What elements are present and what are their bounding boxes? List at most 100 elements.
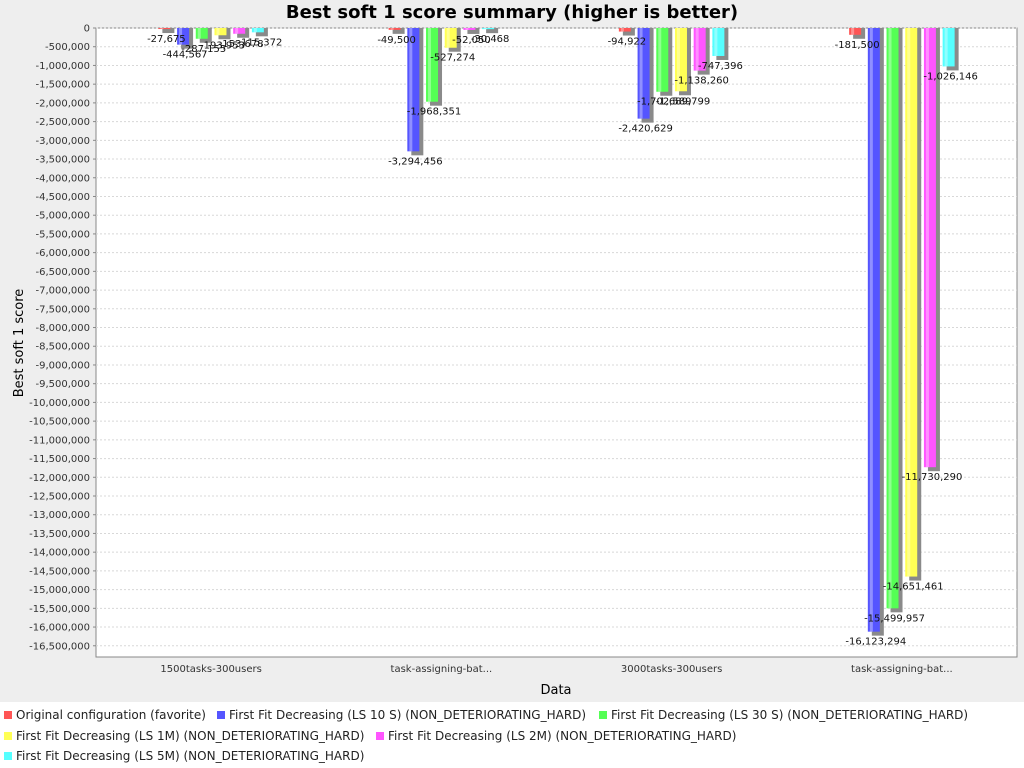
y-tick-label: 0 xyxy=(84,24,90,35)
bar-shadow xyxy=(467,28,480,34)
bar-value-label: -1,702,589 xyxy=(637,97,692,108)
y-tick-label: -13,000,000 xyxy=(29,510,90,521)
legend-swatch xyxy=(376,732,384,740)
bar-value-label: -1,968,351 xyxy=(407,107,462,118)
bar xyxy=(214,28,227,36)
y-tick-label: -7,500,000 xyxy=(35,304,90,315)
y-tick-label: -15,500,000 xyxy=(29,604,90,615)
bar-shadow xyxy=(486,28,499,34)
legend-swatch xyxy=(217,711,225,719)
bar-value-label: -527,274 xyxy=(430,53,475,64)
bar-value-label: -115,372 xyxy=(237,37,282,48)
y-tick-label: -14,000,000 xyxy=(29,548,90,559)
chart: Best soft 1 score summary (higher is bet… xyxy=(12,2,1018,698)
bar-value-label: -27,675 xyxy=(147,34,186,45)
bar-value-label: -3,294,456 xyxy=(388,156,443,167)
bar-highlight xyxy=(658,28,662,92)
y-tick-label: -3,000,000 xyxy=(35,136,90,147)
y-tick-label: -14,500,000 xyxy=(29,566,90,577)
bar-highlight xyxy=(465,28,469,30)
bar xyxy=(426,28,439,102)
legend-item: First Fit Decreasing (LS 5M) (NON_DETERI… xyxy=(0,749,364,763)
bar-highlight xyxy=(620,28,624,32)
bar xyxy=(618,28,631,32)
y-axis-ticks: 0 -500,000 -1,000,000 -1,500,000 -2,000,000 -… xyxy=(29,24,96,652)
y-tick-label: -12,500,000 xyxy=(29,492,90,503)
y-tick-label: -2,000,000 xyxy=(35,98,90,109)
x-tick-label: task-assigning-bat... xyxy=(391,664,493,675)
bar-value-labels: -27,675-444,567-287,155-193,953-153,678-… xyxy=(147,34,978,648)
legend-label: First Fit Decreasing (LS 30 S) (NON_DETE… xyxy=(611,708,969,722)
bar xyxy=(388,28,401,30)
y-axis-label: Best soft 1 score xyxy=(12,289,27,398)
bar xyxy=(251,28,264,33)
y-tick-label: -12,000,000 xyxy=(29,473,90,484)
bar xyxy=(656,28,669,92)
y-tick-label: -1,500,000 xyxy=(35,80,90,91)
y-tick-label: -13,500,000 xyxy=(29,529,90,540)
bar-value-label: -30,468 xyxy=(471,34,510,45)
bar-highlight xyxy=(907,28,911,577)
bar xyxy=(923,28,936,468)
bar-highlight xyxy=(428,28,432,102)
bar xyxy=(482,28,495,30)
y-tick-label: -7,000,000 xyxy=(35,286,90,297)
bar-value-label: -49,500 xyxy=(377,35,416,46)
bar xyxy=(195,28,208,39)
y-tick-label: -8,500,000 xyxy=(35,342,90,353)
bar-value-label: -193,953 xyxy=(200,40,245,51)
bar-value-label: -16,123,294 xyxy=(845,637,906,648)
y-tick-label: -4,500,000 xyxy=(35,192,90,203)
bar xyxy=(886,28,899,609)
bar-highlight xyxy=(197,28,201,39)
bar-value-label: -14,651,461 xyxy=(883,582,944,593)
bar-highlight xyxy=(851,28,855,35)
bar-highlight xyxy=(484,28,488,30)
x-tick-label: task-assigning-bat... xyxy=(851,664,953,675)
bar xyxy=(712,28,725,56)
legend-label: First Fit Decreasing (LS 10 S) (NON_DETE… xyxy=(229,708,587,722)
bar xyxy=(463,28,476,30)
bar-value-label: -444,567 xyxy=(163,50,208,61)
legend-item: First Fit Decreasing (LS 30 S) (NON_DETE… xyxy=(595,708,968,722)
bar xyxy=(407,28,420,152)
bar-value-label: -2,420,629 xyxy=(618,124,673,135)
bar-highlight xyxy=(695,28,699,71)
bar xyxy=(693,28,706,71)
legend-label: Original configuration (favorite) xyxy=(16,708,206,722)
x-axis-ticks: 1500tasks-300users task-assigning-bat... 3… xyxy=(160,664,952,675)
x-axis-label: Data xyxy=(540,683,571,698)
y-tick-label: -500,000 xyxy=(45,42,90,53)
bar-shadow xyxy=(162,28,175,34)
legend-label: First Fit Decreasing (LS 5M) (NON_DETERI… xyxy=(16,749,365,763)
y-tick-label: -16,000,000 xyxy=(29,623,90,634)
bar-highlight xyxy=(676,28,680,92)
y-tick-label: -5,000,000 xyxy=(35,211,90,222)
bar-highlight xyxy=(446,28,450,48)
bar-highlight xyxy=(160,28,164,30)
bar-value-label: -747,396 xyxy=(698,61,743,72)
legend-label: First Fit Decreasing (LS 1M) (NON_DETERI… xyxy=(16,729,365,743)
bar-highlight xyxy=(253,28,257,33)
legend-item: First Fit Decreasing (LS 10 S) (NON_DETE… xyxy=(213,708,586,722)
x-tick-label: 1500tasks-300users xyxy=(160,664,261,675)
bars xyxy=(158,28,959,636)
bar xyxy=(674,28,687,92)
y-tick-label: -5,500,000 xyxy=(35,229,90,240)
y-tick-label: -16,500,000 xyxy=(29,641,90,652)
chart-title: Best soft 1 score summary (higher is bet… xyxy=(286,2,738,23)
y-tick-label: -15,000,000 xyxy=(29,585,90,596)
bar-highlight xyxy=(235,28,239,34)
y-tick-label: -9,500,000 xyxy=(35,379,90,390)
bar-highlight xyxy=(925,28,929,468)
gridlines xyxy=(96,27,1017,647)
x-tick-label: 3000tasks-300users xyxy=(621,664,722,675)
legend-swatch xyxy=(599,711,607,719)
y-tick-label: -10,000,000 xyxy=(29,398,90,409)
legend: Original configuration (favorite) First F… xyxy=(0,702,1024,768)
legend-swatch xyxy=(4,711,12,719)
bar-value-label: -15,499,957 xyxy=(864,613,925,624)
bar-value-label: -1,138,260 xyxy=(674,76,729,87)
bar-highlight xyxy=(869,28,873,632)
bar-value-label: -94,922 xyxy=(608,37,647,48)
